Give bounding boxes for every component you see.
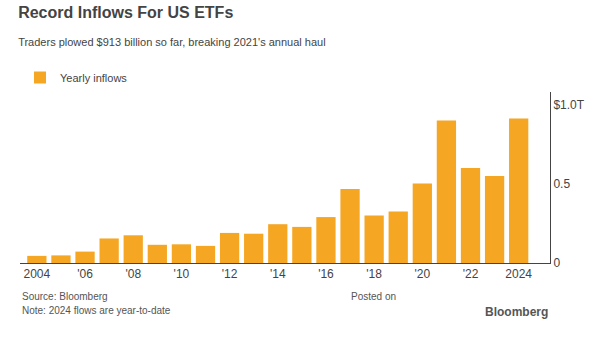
svg-text:'18: '18 xyxy=(366,267,382,281)
svg-text:'16: '16 xyxy=(318,267,334,281)
svg-text:Bloomberg: Bloomberg xyxy=(485,305,548,319)
svg-text:0.5: 0.5 xyxy=(553,177,570,191)
svg-text:'06: '06 xyxy=(77,267,93,281)
svg-text:'14: '14 xyxy=(270,267,286,281)
svg-text:'08: '08 xyxy=(125,267,141,281)
svg-text:Traders plowed $913 billion so: Traders plowed $913 billion so far, brea… xyxy=(18,36,325,48)
svg-text:'22: '22 xyxy=(463,267,479,281)
svg-text:$1.0T: $1.0T xyxy=(553,98,584,112)
svg-text:2024: 2024 xyxy=(505,267,532,281)
svg-text:Yearly inflows: Yearly inflows xyxy=(60,72,127,84)
svg-text:'10: '10 xyxy=(174,267,190,281)
svg-text:Note: 2024 flows are year-to-d: Note: 2024 flows are year-to-date xyxy=(22,305,171,316)
svg-text:'12: '12 xyxy=(222,267,238,281)
svg-text:Record Inflows For US ETFs: Record Inflows For US ETFs xyxy=(18,4,233,21)
svg-text:'20: '20 xyxy=(414,267,430,281)
svg-text:2004: 2004 xyxy=(24,267,51,281)
svg-text:Posted on: Posted on xyxy=(351,291,396,302)
svg-text:0: 0 xyxy=(553,256,560,270)
svg-text:Source: Bloomberg: Source: Bloomberg xyxy=(22,291,108,302)
